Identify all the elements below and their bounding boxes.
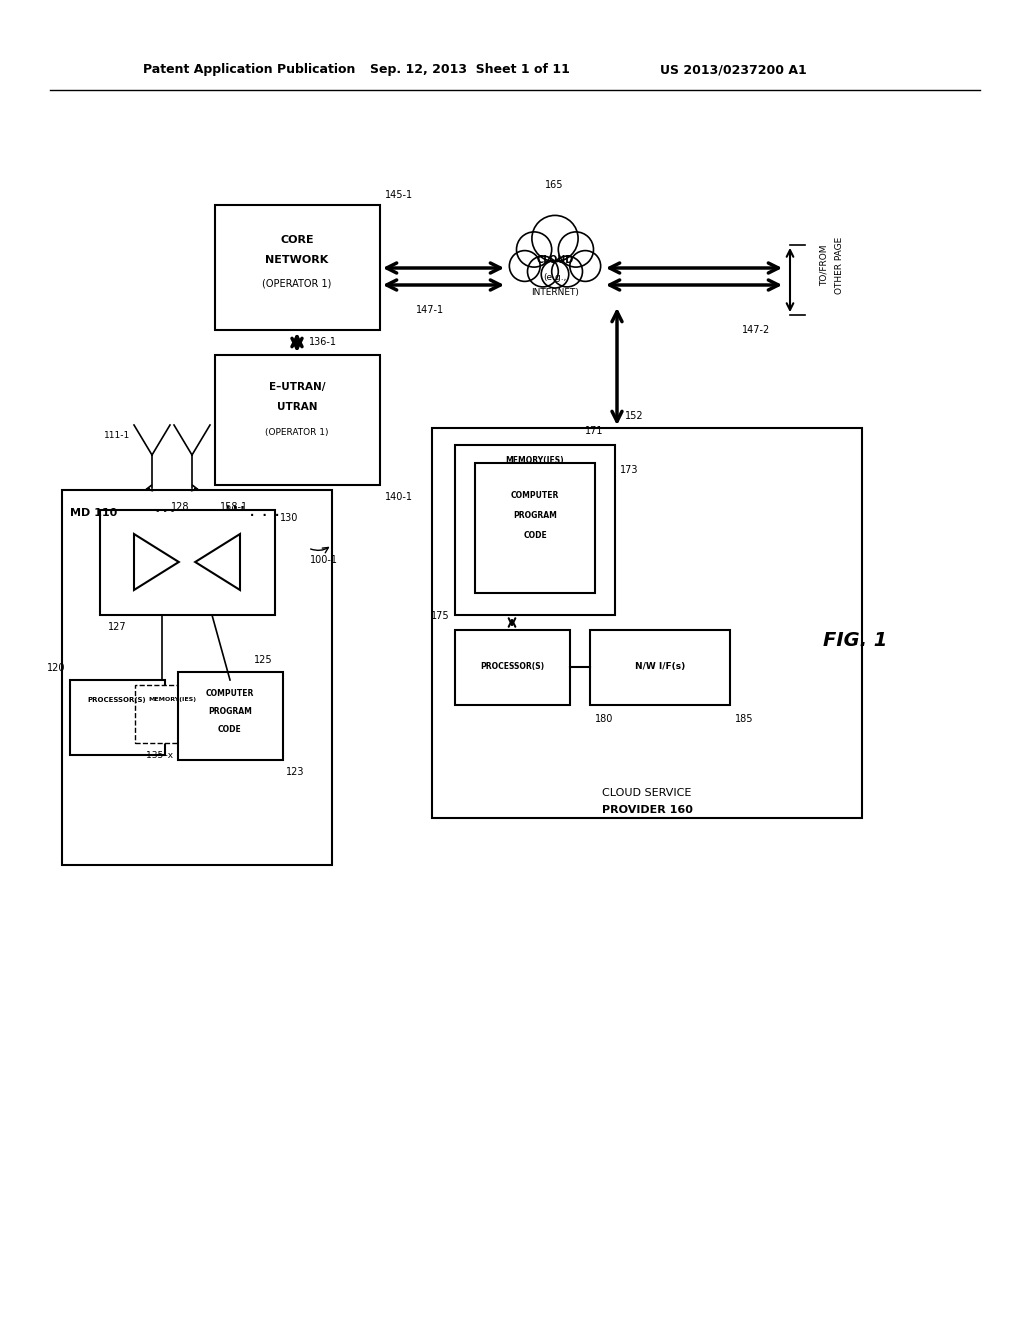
Text: 125: 125 bbox=[254, 655, 273, 665]
Bar bbox=[135, 685, 210, 743]
Text: PROCESSOR(S): PROCESSOR(S) bbox=[88, 697, 146, 704]
Text: N/W I/F(s): N/W I/F(s) bbox=[635, 663, 685, 672]
Circle shape bbox=[516, 232, 552, 267]
Text: 145-1: 145-1 bbox=[385, 190, 413, 201]
Text: NETWORK: NETWORK bbox=[265, 255, 329, 265]
Text: (e.g.,: (e.g., bbox=[544, 272, 566, 281]
Text: CODE: CODE bbox=[218, 726, 242, 734]
Circle shape bbox=[569, 251, 601, 281]
Text: . . .: . . . bbox=[250, 500, 281, 520]
Bar bbox=[432, 428, 862, 818]
Text: ⋯: ⋯ bbox=[224, 498, 246, 517]
Text: 140-1: 140-1 bbox=[385, 492, 413, 502]
Text: 136-1: 136-1 bbox=[309, 337, 337, 347]
Text: COMPUTER: COMPUTER bbox=[511, 491, 559, 499]
Text: CLOUD: CLOUD bbox=[537, 255, 573, 265]
Text: (OPERATOR 1): (OPERATOR 1) bbox=[265, 429, 329, 437]
Text: FIG. 1: FIG. 1 bbox=[823, 631, 887, 649]
Text: 127: 127 bbox=[108, 622, 127, 632]
Text: 152: 152 bbox=[625, 411, 644, 421]
Text: INTERNET): INTERNET) bbox=[531, 289, 579, 297]
Text: 120: 120 bbox=[46, 663, 65, 673]
Text: CODE: CODE bbox=[523, 531, 547, 540]
Bar bbox=[62, 490, 332, 865]
Text: CORE: CORE bbox=[281, 235, 313, 246]
Bar bbox=[215, 355, 380, 484]
Text: E–UTRAN/: E–UTRAN/ bbox=[268, 381, 326, 392]
Text: MEMORY(IES): MEMORY(IES) bbox=[506, 455, 564, 465]
Circle shape bbox=[558, 232, 594, 267]
Bar bbox=[100, 510, 275, 615]
Text: PROGRAM: PROGRAM bbox=[513, 511, 557, 520]
Bar bbox=[178, 672, 283, 760]
Text: MEMORY(IES): MEMORY(IES) bbox=[148, 697, 196, 702]
Text: 147-2: 147-2 bbox=[741, 325, 770, 335]
Text: 185: 185 bbox=[735, 714, 754, 723]
Text: 175: 175 bbox=[431, 611, 450, 620]
Text: OTHER PAGE: OTHER PAGE bbox=[835, 236, 844, 293]
Text: 100-1: 100-1 bbox=[310, 554, 338, 565]
Text: 128: 128 bbox=[171, 502, 189, 512]
Text: 111-1: 111-1 bbox=[103, 430, 130, 440]
Bar bbox=[475, 463, 595, 593]
Text: UTRAN: UTRAN bbox=[276, 403, 317, 412]
Text: Patent Application Publication: Patent Application Publication bbox=[143, 63, 355, 77]
Text: 147-1: 147-1 bbox=[416, 305, 444, 315]
Text: PROGRAM: PROGRAM bbox=[208, 708, 252, 717]
Circle shape bbox=[542, 260, 568, 288]
Text: (OPERATOR 1): (OPERATOR 1) bbox=[262, 279, 332, 288]
Bar bbox=[215, 205, 380, 330]
Text: Sep. 12, 2013  Sheet 1 of 11: Sep. 12, 2013 Sheet 1 of 11 bbox=[370, 63, 570, 77]
Text: US 2013/0237200 A1: US 2013/0237200 A1 bbox=[660, 63, 807, 77]
Text: 180: 180 bbox=[595, 714, 613, 723]
Text: PROVIDER 160: PROVIDER 160 bbox=[601, 805, 692, 814]
Text: CLOUD SERVICE: CLOUD SERVICE bbox=[602, 788, 691, 799]
Text: COMPUTER: COMPUTER bbox=[206, 689, 254, 698]
Circle shape bbox=[531, 215, 579, 261]
Circle shape bbox=[509, 251, 540, 281]
Bar bbox=[455, 445, 615, 615]
Text: 130: 130 bbox=[280, 513, 298, 523]
Text: 173: 173 bbox=[620, 465, 639, 475]
Text: ⋯: ⋯ bbox=[154, 500, 176, 520]
Text: 165: 165 bbox=[545, 180, 563, 190]
Text: 123: 123 bbox=[286, 767, 304, 777]
Bar bbox=[455, 630, 570, 705]
Text: 158-1: 158-1 bbox=[220, 502, 248, 512]
Circle shape bbox=[552, 256, 583, 286]
Text: TO/FROM: TO/FROM bbox=[820, 244, 829, 285]
Text: MD 110: MD 110 bbox=[70, 508, 118, 517]
Circle shape bbox=[527, 256, 558, 286]
Bar bbox=[590, 630, 730, 705]
Text: PROCESSOR(S): PROCESSOR(S) bbox=[480, 663, 544, 672]
Text: —135–x: —135–x bbox=[138, 751, 174, 759]
Text: 171: 171 bbox=[585, 426, 603, 436]
Bar bbox=[70, 680, 165, 755]
